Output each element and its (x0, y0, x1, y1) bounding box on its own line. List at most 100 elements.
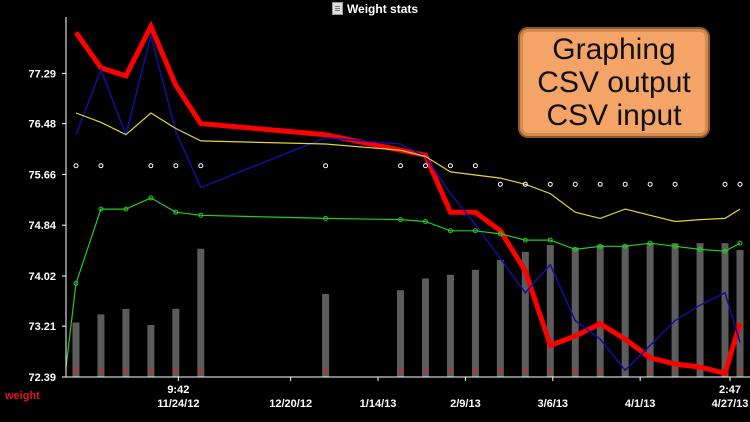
average-green-point-6 (198, 212, 204, 218)
bars-layer (72, 243, 744, 377)
bar-16 (621, 245, 629, 377)
series-line-weight (73, 20, 743, 377)
bar-18 (671, 243, 679, 377)
average-green-point-19 (672, 243, 678, 249)
marker-point-10 (497, 181, 503, 187)
document-icon (331, 2, 343, 15)
bar-marker-10 (473, 368, 477, 371)
y-tick-labels: 77.29 76.48 75.66 74.84 74.02 73.21 72.39 (28, 68, 66, 384)
callout-line-3: CSV input (546, 99, 682, 132)
bar-0 (72, 322, 80, 377)
marker-point-12 (547, 181, 553, 187)
series-line-average-yellow (75, 112, 741, 223)
average-green-point-17 (622, 243, 628, 249)
bar-marker-8 (423, 368, 427, 371)
bar-5 (197, 248, 205, 377)
bar-marker-4 (174, 368, 178, 371)
bar-13 (546, 245, 554, 377)
y-tick-label-4: 74.02 (28, 271, 56, 283)
x-tick-date-6: 4/27/13 (712, 398, 749, 410)
bar-11 (496, 259, 504, 377)
series-line-trend-blue (75, 35, 741, 372)
x-tick-date-2: 1/14/13 (360, 398, 397, 410)
bar-marker-5 (199, 368, 203, 371)
bar-marker-7 (399, 368, 403, 371)
marker-point-13 (572, 181, 578, 187)
marker-point-9 (472, 163, 478, 169)
bar-7 (397, 290, 405, 377)
y-tick-label-0: 77.29 (28, 68, 56, 80)
marker-point-7 (422, 163, 428, 169)
callout-line-1: Graphing (552, 33, 676, 66)
bar-marker-1 (99, 368, 103, 371)
marker-point-2 (148, 163, 154, 169)
window-title: Weight stats (346, 2, 419, 16)
average-green-point-2 (98, 206, 104, 212)
x-tick-time-6: 2:47 (719, 384, 741, 396)
bar-marker-14 (573, 368, 577, 371)
bar-1 (97, 314, 105, 377)
average-green-point-20 (697, 246, 703, 252)
bar-marker-21 (738, 368, 742, 371)
bar-marker-18 (673, 368, 677, 371)
bar-marker-3 (149, 368, 153, 371)
marker-point-11 (522, 181, 528, 187)
markers-layer (73, 163, 743, 286)
bar-19 (696, 243, 704, 377)
axes-layer (65, 17, 750, 378)
bar-9 (446, 274, 454, 377)
average-green-point-9 (422, 218, 428, 224)
bar-8 (421, 278, 429, 377)
bar-marker-12 (523, 368, 527, 371)
x-tick-date-4: 3/6/13 (537, 398, 568, 410)
average-green-point-22 (737, 240, 743, 246)
marker-point-16 (647, 181, 653, 187)
bar-15 (596, 245, 604, 377)
lines-layer (65, 20, 743, 377)
bar-marker-15 (598, 368, 602, 371)
marker-point-14 (597, 181, 603, 187)
series-label-weight: weight (5, 390, 40, 402)
marker-point-3 (173, 163, 179, 169)
bar-3 (147, 324, 155, 377)
average-green-point-11 (472, 228, 478, 234)
average-green-point-7 (323, 215, 329, 221)
series-line-average-green (65, 197, 741, 368)
bar-20 (721, 243, 729, 377)
average-green-point-16 (597, 243, 603, 249)
bar-6 (322, 293, 330, 377)
marker-point-8 (447, 163, 453, 169)
bar-21 (736, 249, 744, 377)
y-tick-label-6: 72.39 (28, 372, 56, 384)
average-green-point-14 (547, 237, 553, 243)
y-tick-label-1: 76.48 (28, 119, 56, 131)
average-green-point-10 (447, 228, 453, 234)
y-tick-label-5: 73.21 (28, 321, 56, 333)
bar-marker-6 (324, 368, 328, 371)
average-green-point-1 (73, 280, 79, 286)
bar-4 (172, 308, 180, 377)
marker-point-17 (672, 181, 678, 187)
x-tick-date-5: 4/1/13 (625, 398, 656, 410)
x-tick-time-0: 9:42 (167, 384, 189, 396)
marker-point-19 (737, 181, 743, 187)
window-title-bar: Weight stats (0, 0, 750, 18)
marker-point-18 (722, 181, 728, 187)
average-green-point-5 (173, 209, 179, 215)
x-tick-date-3: 2/9/13 (450, 398, 481, 410)
x-tick-date-1: 12/20/12 (269, 398, 312, 410)
bar-2 (122, 308, 130, 377)
y-tick-label-2: 75.66 (28, 169, 56, 181)
bar-12 (521, 251, 529, 377)
average-green-point-21 (722, 248, 728, 254)
marker-point-6 (398, 163, 404, 169)
callout-box: Graphing CSV output CSV input (518, 27, 710, 138)
average-green-point-8 (398, 217, 404, 223)
y-tick-label-3: 74.84 (28, 220, 56, 232)
average-green-point-18 (647, 240, 653, 246)
marker-point-15 (622, 181, 628, 187)
average-green-point-13 (522, 237, 528, 243)
x-tick-labels: 9:42 11/24/12 12/20/12 1/14/13 2/9/13 3/6/13 4… (157, 377, 748, 410)
bar-14 (571, 247, 579, 377)
